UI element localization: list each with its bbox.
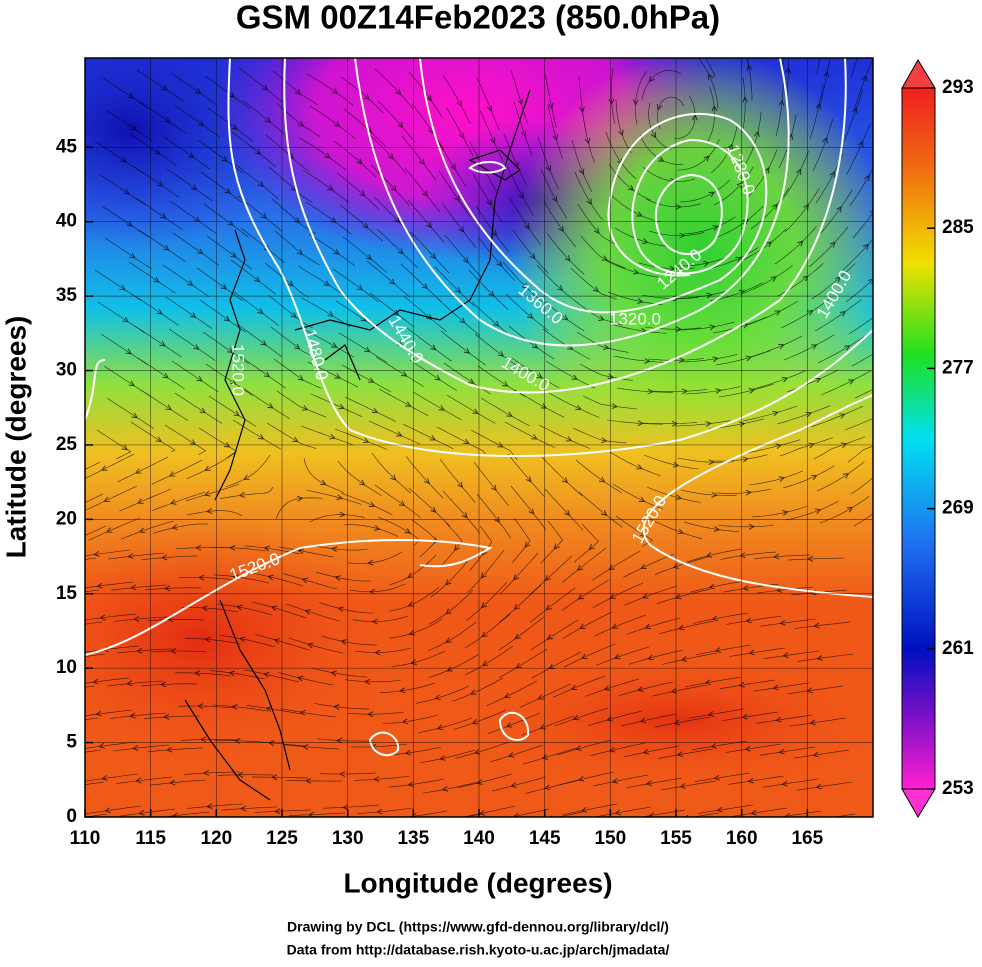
x-tick-label: 160 [726, 828, 758, 849]
x-tick-label: 125 [266, 828, 298, 849]
x-tick-label: 145 [529, 828, 561, 849]
x-tick-label: 110 [70, 828, 101, 849]
colorbar-tick-label: 269 [942, 498, 974, 519]
colorbar-tick-label: 253 [942, 778, 974, 799]
credit: Data from http://database.rish.kyoto-u.a… [287, 942, 670, 958]
y-tick-label: 5 [66, 732, 77, 753]
coastline [184, 89, 531, 801]
y-tick-label: 10 [56, 657, 77, 678]
contours [85, 58, 873, 757]
x-tick-label: 115 [135, 828, 166, 849]
colorbar-tick-label: 277 [942, 357, 974, 378]
x-axis-label: Longitude (degrees) [343, 867, 612, 898]
x-tick-label: 120 [200, 828, 232, 849]
map-frame [84, 57, 874, 818]
colorbar [901, 87, 936, 790]
colorbar-max-arrow [901, 59, 936, 89]
credit: Drawing by DCL (https://www.gfd-dennou.o… [287, 919, 669, 935]
x-tick-label: 130 [332, 828, 364, 849]
y-tick-label: 45 [56, 136, 78, 157]
contour-label: 1320.0 [609, 309, 661, 328]
y-tick-label: 30 [56, 360, 77, 381]
x-tick-label: 165 [791, 828, 823, 849]
y-tick-label: 20 [56, 508, 77, 529]
x-tick-label: 150 [594, 828, 626, 849]
axes: 110 115 120 125 130 135 140 145 150 155 160 165 0 5 10… [56, 136, 824, 849]
title: GSM 00Z14Feb2023 (850.0hPa) [236, 0, 720, 36]
x-tick-label: 155 [660, 828, 692, 849]
x-tick-label: 140 [463, 828, 495, 849]
colorbar-tick-label: 285 [942, 217, 974, 238]
y-tick-label: 25 [56, 434, 78, 455]
y-tick-label: 0 [66, 806, 77, 827]
x-tick-label: 135 [397, 828, 429, 849]
colorbar-min-arrow [901, 788, 936, 818]
contour-label: 1520.0 [229, 344, 248, 396]
streamlines [85, 58, 873, 817]
y-tick-label: 35 [56, 285, 78, 306]
colorbar-tick-label: 293 [942, 77, 974, 98]
y-axis-label: Latitude (degrees) [0, 316, 31, 559]
colorbar-tick-label: 261 [942, 638, 974, 659]
y-tick-label: 15 [56, 583, 78, 604]
y-tick-label: 40 [56, 211, 77, 232]
